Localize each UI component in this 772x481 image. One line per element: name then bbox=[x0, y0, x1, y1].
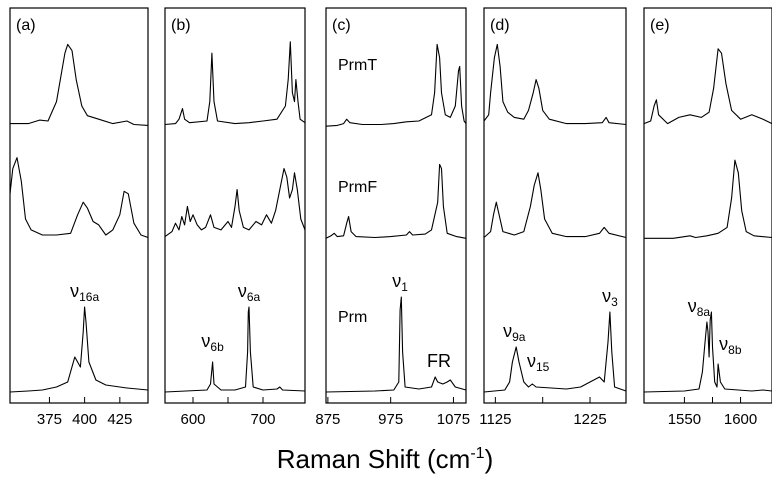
x-tick-label: 425 bbox=[107, 411, 132, 428]
peak-label-main: ν bbox=[503, 321, 512, 341]
peak-label-sub: 8a bbox=[697, 305, 711, 319]
spectrum-trace-prmf bbox=[325, 163, 467, 239]
peak-label-sub: 9a bbox=[512, 330, 526, 344]
spectrum-trace-prmf bbox=[9, 157, 149, 239]
series-label-prm: Prm bbox=[338, 309, 367, 326]
spectrum-trace-prm bbox=[643, 311, 772, 393]
x-axis-title-sup: -1 bbox=[470, 445, 484, 462]
spectrum-trace-prm bbox=[164, 306, 306, 393]
peak-label-main: ν bbox=[602, 286, 611, 306]
spectrum-trace-prm bbox=[9, 306, 149, 393]
peak-label: ν6b bbox=[201, 331, 224, 354]
x-tick-label: 1225 bbox=[573, 411, 606, 428]
series-label-prmf: PrmF bbox=[338, 179, 377, 196]
peak-label-main: ν bbox=[392, 271, 401, 291]
panel-label: (d) bbox=[490, 17, 510, 34]
x-axis-title-main: Raman Shift (cm bbox=[277, 444, 471, 474]
panel-frame bbox=[9, 7, 149, 404]
panel-label: (a) bbox=[16, 17, 36, 34]
panel-frame bbox=[483, 7, 627, 404]
panel-frame bbox=[325, 7, 467, 404]
peak-label-main: ν bbox=[238, 281, 247, 301]
spectrum-trace-prmt bbox=[483, 43, 627, 126]
panel-3: (c) 875 975 1075 ν1 FR PrmT PrmF Prm bbox=[315, 7, 470, 428]
peak-label: ν15 bbox=[527, 351, 550, 374]
peak-label: ν6a bbox=[238, 281, 261, 304]
peak-label: FR bbox=[427, 351, 451, 371]
peak-label-main: ν bbox=[527, 351, 536, 371]
peak-label-main: ν bbox=[70, 281, 79, 301]
peak-label-main: ν bbox=[719, 334, 728, 354]
peak-label: ν1 bbox=[392, 271, 408, 294]
panel-1: (a) 375 400 425 ν16a bbox=[9, 7, 149, 428]
panel-frame bbox=[164, 7, 306, 404]
peak-label-main: ν bbox=[201, 331, 210, 351]
series-label-prmt: PrmT bbox=[338, 57, 377, 74]
peak-label-sub: 16a bbox=[79, 290, 99, 304]
spectrum-trace-prm bbox=[483, 311, 627, 393]
spectrum-trace-prmt bbox=[164, 41, 306, 126]
x-tick-label: 975 bbox=[378, 411, 403, 428]
spectrum-trace-prmf bbox=[644, 159, 772, 239]
peak-label: ν9a bbox=[503, 321, 526, 344]
peak-label-sub: 6a bbox=[247, 290, 261, 304]
x-tick-label: 600 bbox=[180, 411, 205, 428]
peak-label-sub: 8b bbox=[728, 343, 742, 357]
x-tick-label: 875 bbox=[315, 411, 340, 428]
peak-label-sub: 6b bbox=[210, 340, 224, 354]
peak-label-main: FR bbox=[427, 351, 451, 371]
x-tick-label: 1600 bbox=[724, 411, 757, 428]
spectrum-trace-prmt bbox=[10, 43, 149, 126]
panel-label: (e) bbox=[650, 17, 670, 34]
x-axis-title-close: ) bbox=[485, 444, 494, 474]
peak-label-sub: 15 bbox=[536, 360, 550, 374]
peak-label: ν8b bbox=[719, 334, 742, 357]
x-tick-label: 1125 bbox=[479, 411, 511, 428]
x-tick-label: 400 bbox=[72, 411, 97, 428]
spectrum-trace-prmt bbox=[325, 43, 467, 127]
x-tick-label: 700 bbox=[250, 411, 275, 428]
x-tick-label: 1550 bbox=[668, 411, 701, 428]
peak-label: ν8a bbox=[688, 296, 711, 319]
peak-label: ν3 bbox=[602, 286, 618, 309]
spectrum-trace-prmf bbox=[164, 168, 306, 238]
spectrum-trace-prmt bbox=[643, 48, 772, 125]
panel-frame bbox=[643, 7, 772, 404]
x-axis-title: Raman Shift (cm-1) bbox=[277, 444, 494, 474]
spectrum-trace-prmf bbox=[483, 172, 627, 239]
peak-label: ν16a bbox=[70, 281, 99, 304]
peak-label-main: ν bbox=[688, 296, 697, 316]
x-tick-label: 1075 bbox=[437, 411, 470, 428]
spectrum-trace-prm bbox=[325, 296, 467, 393]
panel-label: (b) bbox=[171, 17, 191, 34]
peak-label-sub: 1 bbox=[401, 280, 408, 294]
panel-label: (c) bbox=[332, 17, 351, 34]
x-tick-label: 375 bbox=[37, 411, 62, 428]
peak-label-sub: 3 bbox=[611, 295, 618, 309]
